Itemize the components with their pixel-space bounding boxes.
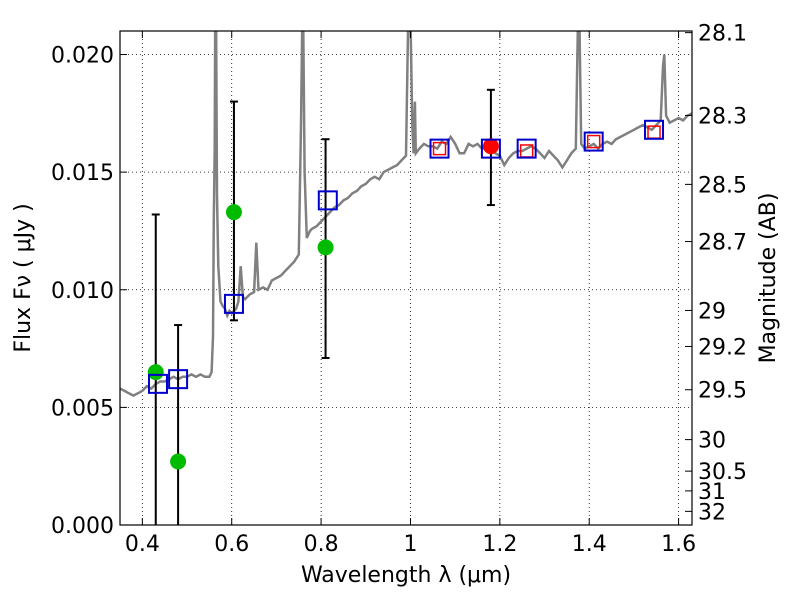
y-axis-title: Flux Fν ( μJy )	[11, 203, 36, 352]
model-square-marker	[583, 131, 604, 152]
observed-point	[147, 364, 164, 381]
spectrum-layer	[120, 31, 692, 398]
inner-square-marker	[432, 141, 447, 156]
y2-tick-label: 29.5	[698, 379, 747, 404]
model-square-marker	[147, 373, 168, 394]
spectrum-line	[120, 31, 692, 398]
observed-point	[317, 239, 334, 256]
y2-tick-label: 28.1	[698, 22, 747, 47]
model-square-marker	[644, 119, 665, 140]
y2-tick-label: 29.2	[698, 335, 747, 360]
detected-point	[482, 138, 499, 155]
y2-tick-label: 28.5	[698, 173, 747, 198]
y2-tick-label: 32	[698, 500, 726, 525]
x-tick-label: 1.6	[661, 532, 696, 557]
model-square-marker	[168, 369, 189, 390]
x-tick-label: 1.2	[482, 532, 517, 557]
y2-tick-label: 30.5	[698, 460, 747, 485]
plot-frame	[119, 30, 693, 526]
x-tick-label: 0.8	[304, 532, 339, 557]
y-tick-label: 0.020	[51, 44, 114, 69]
x-tick-label: 1.4	[572, 532, 607, 557]
model-square-marker	[429, 138, 450, 159]
markers	[147, 119, 665, 470]
x-tick-label: 0.4	[125, 532, 160, 557]
y2-tick-label: 28.3	[698, 104, 747, 129]
y-tick-label: 0.015	[51, 161, 114, 186]
inner-square-marker	[586, 134, 601, 149]
y2-tick-label: 30	[698, 429, 726, 454]
axes-frame	[119, 30, 693, 526]
tick-labels: 0.4 0.6 0.8 1 1.2 1.4 1.6 0.000 0.005 0.010 0.015 0…	[51, 22, 747, 557]
y-tick-label: 0.005	[51, 396, 114, 421]
model-square-marker	[223, 293, 244, 314]
y-tick-label: 0.010	[51, 279, 114, 304]
observed-point	[225, 204, 242, 221]
x-axis-title: Wavelength λ (μm)	[301, 563, 511, 588]
y2-tick-label: 28.7	[698, 231, 747, 256]
y-tick-label: 0.000	[51, 514, 114, 539]
y2-axis-title: Magnitude (AB)	[756, 193, 781, 364]
y2-tick-label: 29	[698, 299, 726, 324]
model-square-marker	[480, 138, 501, 159]
model-square-marker	[317, 190, 338, 211]
observed-point	[170, 453, 187, 470]
x-tick-label: 1	[403, 532, 417, 557]
x-tick-label: 0.6	[214, 532, 249, 557]
y2-tick-label: 31	[698, 480, 726, 505]
ticks	[120, 31, 692, 526]
model-square-marker	[516, 138, 537, 159]
